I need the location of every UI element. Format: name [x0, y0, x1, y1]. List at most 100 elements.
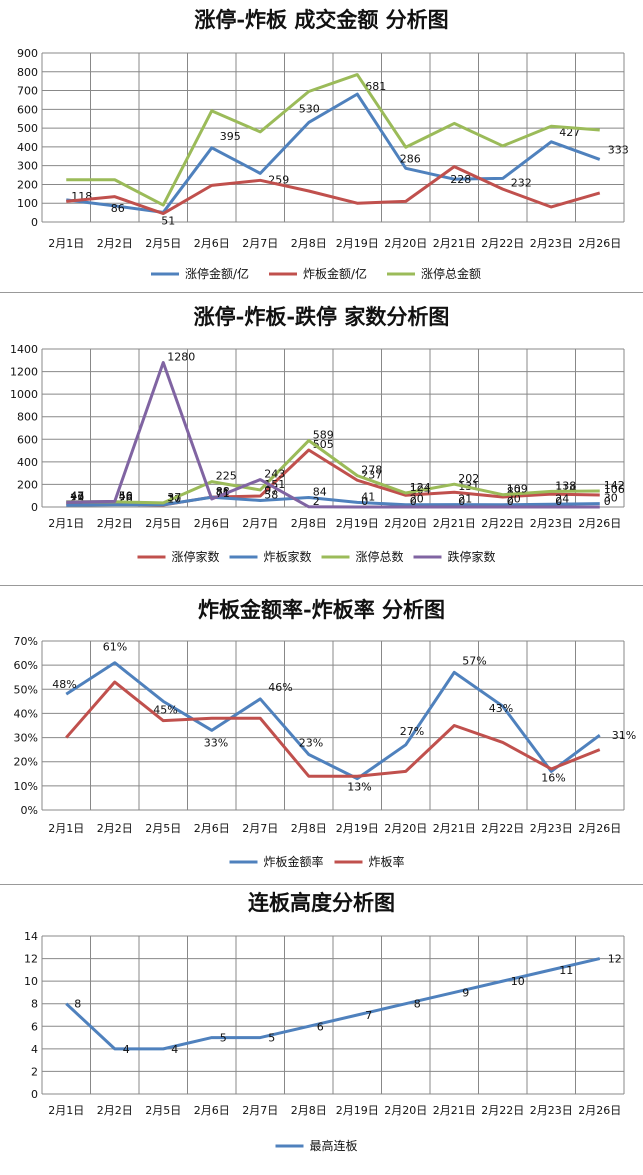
- x-tick-label: 2月23日: [530, 237, 573, 250]
- x-tick-label: 2月2日: [97, 822, 133, 835]
- y-tick-label: 0%: [21, 804, 38, 817]
- data-label: 84: [313, 486, 327, 499]
- chart-title-turnover: 涨停-炸板 成交金额 分析图: [194, 7, 449, 32]
- x-tick-label: 2月2日: [97, 237, 133, 250]
- series-line: [66, 361, 600, 509]
- data-label: 106: [604, 483, 625, 496]
- y-tick-label: 700: [17, 85, 38, 98]
- y-tick-label: 200: [17, 478, 38, 491]
- data-label: 109: [507, 483, 528, 496]
- data-label: 202: [458, 472, 479, 485]
- legend-label: 炸板家数: [264, 549, 312, 564]
- x-tick-label: 2月1日: [48, 822, 84, 835]
- series-line: [65, 680, 601, 778]
- data-label: 11: [559, 964, 573, 977]
- data-label: 43: [70, 490, 84, 503]
- x-tick-label: 2月26日: [578, 822, 621, 835]
- y-tick-label: 4: [31, 1043, 38, 1056]
- legend-label: 涨停总数: [356, 549, 404, 564]
- chart-title-counts: 涨停-炸板-跌停 家数分析图: [193, 304, 450, 329]
- x-tick-label: 2月19日: [336, 1104, 379, 1117]
- y-tick-label: 8: [31, 998, 38, 1011]
- legend-label: 涨停家数: [172, 549, 220, 564]
- x-tick-label: 2月8日: [291, 822, 327, 835]
- x-tick-label: 2月1日: [48, 237, 84, 250]
- x-tick-label: 2月21日: [433, 237, 476, 250]
- data-label: 46%: [268, 681, 292, 694]
- data-label: 24: [555, 492, 569, 505]
- y-tick-label: 1200: [10, 366, 38, 379]
- y-tick-label: 12: [24, 953, 38, 966]
- data-label: 681: [365, 80, 386, 93]
- data-label: 27%: [400, 725, 424, 738]
- data-label: 138: [555, 479, 576, 492]
- legend-label: 涨停金额/亿: [185, 266, 249, 281]
- x-tick-label: 2月26日: [578, 1104, 621, 1117]
- data-label: 4: [171, 1043, 178, 1056]
- data-label: 333: [608, 143, 629, 156]
- chart-panel-rates: 炸板金额率-炸板率 分析图 0% 10% 20% 30% 40% 50% 60% 70% 2月1…: [0, 586, 643, 884]
- x-tick-label: 2月23日: [530, 822, 573, 835]
- data-label: 46: [119, 490, 133, 503]
- y-tick-label: 70%: [14, 635, 38, 648]
- x-tick-label: 2月20日: [384, 822, 427, 835]
- y-tick-label: 60%: [14, 659, 38, 672]
- data-label: 0: [507, 495, 514, 508]
- data-label: 45%: [153, 703, 177, 716]
- data-label: 43%: [489, 702, 513, 715]
- panel-divider: [0, 585, 643, 586]
- data-label: 58: [264, 488, 278, 501]
- x-tick-label: 2月19日: [336, 237, 379, 250]
- data-label: 71: [216, 487, 230, 500]
- data-label: 0: [410, 495, 417, 508]
- x-tick-label: 2月7日: [242, 517, 278, 530]
- data-label: 37: [167, 491, 181, 504]
- y-tick-label: 0: [31, 1088, 38, 1101]
- data-label: 232: [511, 176, 532, 189]
- data-label: 50: [119, 489, 133, 502]
- data-label: 286: [400, 152, 421, 165]
- x-tick-label: 2月21日: [433, 822, 476, 835]
- chart-title-rates: 炸板金额率-炸板率 分析图: [197, 597, 446, 622]
- y-tick-label: 400: [17, 456, 38, 469]
- data-label: 13%: [347, 781, 371, 794]
- series-line: [66, 495, 600, 507]
- chart-title-height: 连板高度分析图: [248, 890, 395, 915]
- y-tick-label: 600: [17, 433, 38, 446]
- x-tick-label: 2月26日: [578, 517, 621, 530]
- y-tick-label: 300: [17, 160, 38, 173]
- y-tick-label: 400: [17, 141, 38, 154]
- series-line: [66, 73, 600, 207]
- x-tick-label: 2月7日: [242, 237, 278, 250]
- panel-divider: [0, 884, 643, 885]
- data-label: 57%: [462, 654, 486, 667]
- x-tick-label: 2月2日: [97, 1104, 133, 1117]
- data-label: 8: [74, 998, 81, 1011]
- data-label: 16%: [541, 771, 565, 784]
- y-tick-label: 40%: [14, 707, 38, 720]
- data-label: 51: [161, 214, 175, 227]
- x-tick-label: 2月22日: [481, 1104, 524, 1117]
- x-tick-label: 2月20日: [384, 517, 427, 530]
- data-label: 20: [507, 493, 521, 506]
- data-label: 8: [414, 998, 421, 1011]
- data-label: 41: [361, 490, 375, 503]
- legend-label: 炸板金额/亿: [303, 266, 367, 281]
- x-tick-label: 2月7日: [242, 1104, 278, 1117]
- panel-divider: [0, 292, 643, 293]
- data-label: 12: [608, 953, 622, 966]
- y-tick-label: 30%: [14, 732, 38, 745]
- series-line: [65, 661, 601, 781]
- data-label: 124: [410, 481, 431, 494]
- x-tick-label: 2月6日: [194, 517, 230, 530]
- y-tick-label: 800: [17, 66, 38, 79]
- data-label: 395: [220, 130, 241, 143]
- data-label: 20: [410, 493, 424, 506]
- x-tick-label: 2月23日: [530, 517, 573, 530]
- x-tick-label: 2月20日: [384, 237, 427, 250]
- chart-panel-counts: 涨停-炸板-跌停 家数分析图 0 200 400 600 800 1000 1200 1400…: [0, 293, 643, 585]
- y-tick-label: 0: [31, 216, 38, 229]
- x-tick-label: 2月1日: [48, 1104, 84, 1117]
- x-tick-label: 2月6日: [194, 822, 230, 835]
- data-label: 10: [511, 975, 525, 988]
